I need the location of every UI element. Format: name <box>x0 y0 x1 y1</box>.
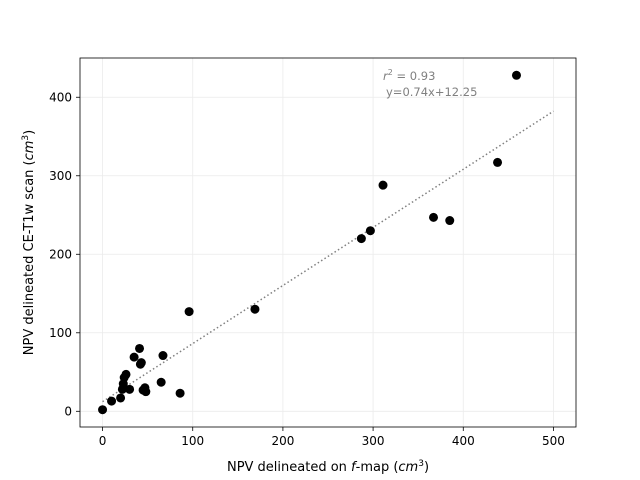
r2-exponent: 2 <box>388 68 393 77</box>
data-point <box>445 216 455 226</box>
x-tick-label: 300 <box>362 434 385 448</box>
y-tick-label: 400 <box>49 90 72 104</box>
x-tick-label: 0 <box>99 434 107 448</box>
y-tick-label: 100 <box>49 326 72 340</box>
y-axis-label-exponent: 3 <box>21 135 31 141</box>
y-axis-label-part: ) <box>22 130 37 135</box>
data-point <box>493 157 503 167</box>
y-tick-label: 200 <box>49 247 72 261</box>
r2-label: r <box>383 69 389 83</box>
x-axis-label-part: -map ( <box>356 460 399 475</box>
data-point <box>378 180 388 190</box>
data-point <box>135 343 145 353</box>
data-point <box>156 377 166 387</box>
data-point <box>158 351 168 361</box>
data-point <box>121 369 131 379</box>
y-axis-label-unit: cm <box>22 141 37 161</box>
y-axis-ticks: 0 100 200 300 400 <box>49 90 80 418</box>
y-tick-label: 300 <box>49 169 72 183</box>
x-tick-label: 100 <box>181 434 204 448</box>
data-point <box>107 396 117 406</box>
x-tick-label: 400 <box>452 434 475 448</box>
fit-line-group <box>102 110 554 403</box>
data-point <box>129 352 139 362</box>
data-point <box>356 234 366 244</box>
r-squared-annotation: r2 = 0.93 <box>383 68 435 83</box>
data-point <box>250 304 260 314</box>
x-tick-label: 200 <box>271 434 294 448</box>
plot-frame <box>79 57 577 428</box>
y-axis-label-part: NPV delineated CE-T1w scan ( <box>22 160 37 355</box>
data-point <box>98 405 108 415</box>
data-points <box>98 70 521 415</box>
fit-line <box>102 110 554 403</box>
fit-equation-annotation: y=0.74x+12.25 <box>386 85 477 99</box>
data-point <box>175 388 185 398</box>
x-axis-label-exponent: 3 <box>418 459 424 469</box>
y-tick-label: 0 <box>64 404 72 418</box>
data-point <box>184 307 194 317</box>
x-axis-label-part: ) <box>424 460 429 475</box>
data-point <box>125 384 135 394</box>
x-axis-label-part: NPV delineated on <box>227 460 351 475</box>
grid-lines <box>80 58 576 427</box>
data-point <box>511 70 521 80</box>
x-axis-ticks: 0 100 200 300 400 500 <box>99 427 565 448</box>
data-point <box>141 387 151 397</box>
data-point <box>116 393 126 403</box>
x-axis-label: NPV delineated on f-map (cm3) <box>227 459 429 475</box>
x-axis-label-italic: f <box>351 460 358 475</box>
x-tick-label: 500 <box>542 434 565 448</box>
r2-value: = 0.93 <box>393 69 436 83</box>
data-point <box>365 226 375 236</box>
y-axis-label: NPV delineated CE-T1w scan (cm3) <box>21 130 37 355</box>
data-point <box>136 358 146 368</box>
data-point <box>429 212 439 222</box>
x-axis-label-unit: cm <box>398 460 418 475</box>
